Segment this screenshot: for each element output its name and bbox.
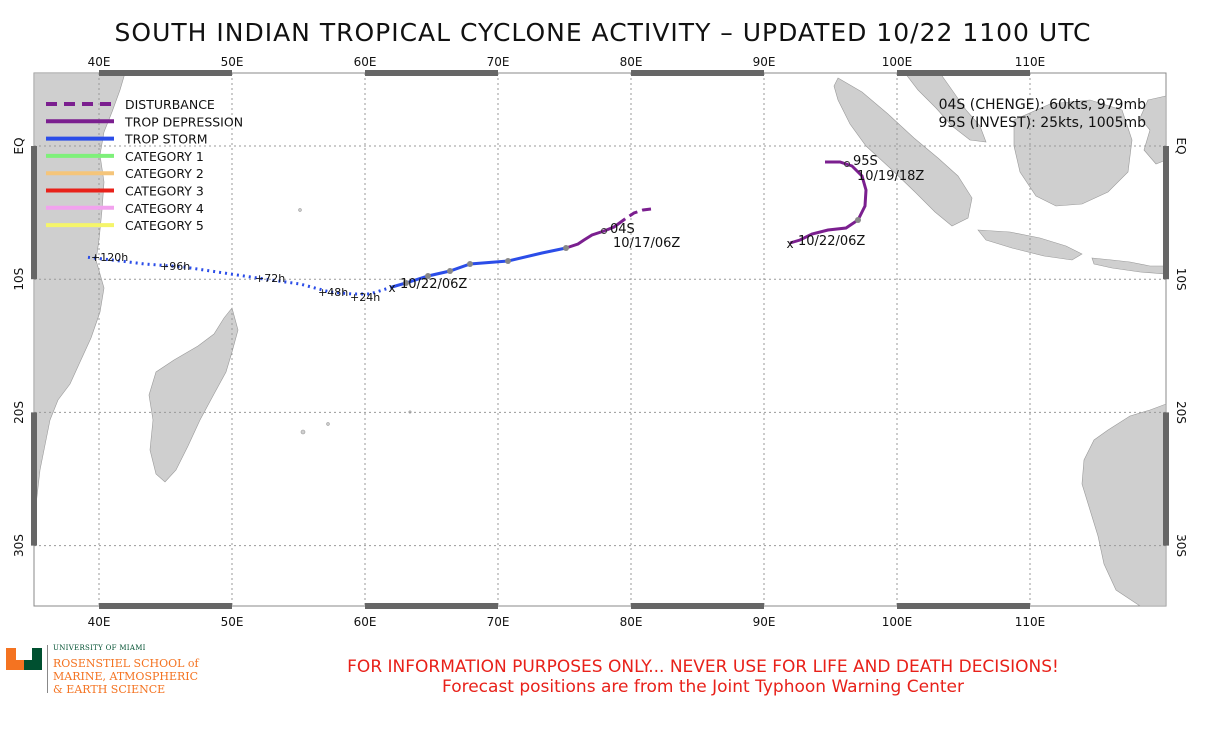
lat-label-left: 10S [12,268,26,291]
disclaimer-source: Forecast positions are from the Joint Ty… [442,677,964,697]
track-04s: x 04S 10/17/06Z 10/22/06Z +24h +48h +72h… [84,207,680,304]
school-name-line3: & EARTH SCIENCE [53,683,166,696]
legend-label: CATEGORY 3 [125,184,204,199]
madagascar-landmass [148,307,239,483]
track-04s-storm [391,246,567,289]
logo-divider [47,645,48,693]
lon-label-top: 40E [88,55,111,69]
track-04s-start-time: 10/17/06Z [613,236,680,251]
legend: DISTURBANCE TROP DEPRESSION TROP STORM CATE… [46,97,243,233]
axis-bar-right [1163,412,1169,546]
lon-label-top: 110E [1015,55,1046,69]
lon-label-bottom: 70E [487,615,510,629]
lon-label-bottom: 60E [354,615,377,629]
lon-label-bottom: 40E [88,615,111,629]
lon-label-top: 60E [354,55,377,69]
lat-label-right: 30S [1174,534,1188,557]
australia-landmass [1081,403,1167,607]
track-95s-start-time: 10/19/18Z [857,169,924,184]
track-04s-fixes [403,228,607,286]
forecast-label-72h: +72h [255,272,285,285]
track-95s-current-marker: x [786,237,793,251]
lon-label-top: 100E [882,55,913,69]
lon-label-bottom: 110E [1015,615,1046,629]
lat-label-left: 20S [12,401,26,424]
storm-info-04s: 04S (CHENGE): 60kts, 979mb [939,97,1147,113]
axis-bar-top [631,70,764,76]
track-04s-disturbance [624,207,652,221]
malay-landmass [904,72,987,143]
disclaimer-warning: FOR INFORMATION PURPOSES ONLY... NEVER U… [347,657,1059,677]
axis-bar-bottom [99,603,232,609]
forecast-label-24h: +24h [350,291,380,304]
chart-title: SOUTH INDIAN TROPICAL CYCLONE ACTIVITY –… [114,18,1092,47]
lat-label-left: 30S [12,534,26,557]
axis-bar-top [365,70,498,76]
lat-label-right: EQ [1174,137,1188,154]
track-95s-current-time: 10/22/06Z [798,234,865,249]
lat-label-right: 20S [1174,401,1188,424]
forecast-label-120h: +120h [91,251,128,264]
legend-label: CATEGORY 2 [125,166,204,181]
legend-label: TROP STORM [124,132,208,147]
lon-label-bottom: 50E [221,615,244,629]
axis-bar-left [31,412,37,546]
lat-label-right: 10S [1174,268,1188,291]
legend-label: TROP DEPRESSION [124,114,243,129]
lon-label-top: 70E [487,55,510,69]
track-04s-depression [565,217,626,250]
university-name: UNIVERSITY OF MIAMI [53,644,146,652]
forecast-label-96h: +96h [160,260,190,273]
axis-bar-right [1163,146,1169,280]
sulawesi-landmass [1139,95,1167,165]
track-95s-depression [789,160,868,245]
legend-label: CATEGORY 5 [125,218,204,233]
um-logo-icon [6,648,42,670]
lon-label-top: 80E [620,55,643,69]
lon-label-bottom: 80E [620,615,643,629]
borneo-landmass [1013,99,1133,207]
track-95s-start-marker [844,161,850,167]
map-axes: 40E 40E 50E 50E 60E 60E 70E 70E 80E 80E 90E 90E 100E… [12,55,1188,629]
map-grid [34,73,1166,606]
legend-label: CATEGORY 4 [125,201,204,216]
lon-label-top: 50E [221,55,244,69]
legend-label: CATEGORY 1 [125,149,204,164]
lon-label-bottom: 90E [753,615,776,629]
school-name-line1: ROSENSTIEL SCHOOL of [53,657,199,670]
lon-label-bottom: 100E [882,615,913,629]
lat-label-left: EQ [12,137,26,154]
track-04s-name: 04S [610,222,635,237]
axis-bar-top [897,70,1030,76]
track-04s-current-time: 10/22/06Z [400,277,467,292]
track-95s-fix [855,217,861,223]
track-04s-current-marker: x [388,281,395,295]
lon-label-top: 90E [753,55,776,69]
axis-bar-left [31,146,37,280]
axis-bar-bottom [897,603,1030,609]
track-95s: x 95S 10/19/18Z 10/22/06Z [786,154,924,251]
axis-bar-top [99,70,232,76]
legend-label: DISTURBANCE [125,97,215,112]
forecast-label-48h: +48h [318,286,348,299]
sumatra-landmass [833,77,973,227]
land-masses [33,72,1167,607]
storm-info: 04S (CHENGE): 60kts, 979mb 95S (INVEST):… [939,97,1147,131]
storm-info-95s: 95S (INVEST): 25kts, 1005mb [939,115,1147,131]
axis-bar-bottom [631,603,764,609]
school-name-line2: MARINE, ATMOSPHERIC [53,670,199,683]
axis-bar-bottom [365,603,498,609]
track-95s-name: 95S [853,154,878,169]
